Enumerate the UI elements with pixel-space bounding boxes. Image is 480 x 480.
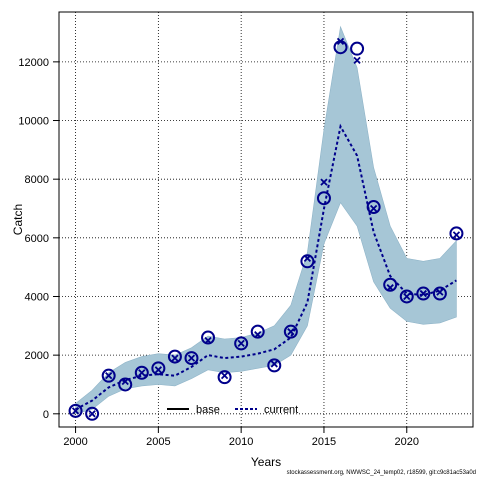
observed-point	[416, 286, 431, 301]
observed-point	[118, 377, 133, 392]
y-tick-label: 8000	[25, 174, 49, 186]
observed-point	[316, 191, 331, 206]
grid	[59, 12, 473, 427]
confidence-band-area	[75, 25, 457, 415]
y-tick-label: 0	[43, 409, 49, 421]
predicted-point	[154, 366, 162, 374]
y-tick-label: 10000	[18, 116, 49, 128]
predicted-point	[254, 330, 262, 339]
observed-point	[283, 324, 298, 339]
x-tick-label: 2000	[63, 436, 87, 448]
predicted-point	[171, 354, 179, 362]
observed-point	[167, 349, 182, 364]
observed-point	[184, 351, 199, 366]
observed-point	[68, 403, 83, 418]
legend-label-base: base	[196, 404, 220, 416]
predicted-points	[71, 37, 461, 418]
fitted-line	[75, 123, 457, 411]
predicted-point	[187, 354, 196, 362]
y-tick-label: 2000	[25, 350, 49, 362]
observed-point	[350, 41, 365, 56]
x-tick-label: 2015	[312, 436, 336, 448]
observed-point	[399, 289, 414, 304]
legend-label-current: current	[264, 404, 298, 416]
y-axis-title: Catch	[11, 204, 25, 235]
predicted-point	[204, 336, 212, 345]
predicted-point	[88, 410, 96, 418]
predicted-point	[320, 178, 328, 186]
observed-point	[217, 370, 232, 385]
predicted-point	[452, 231, 461, 239]
observed-point	[300, 254, 315, 269]
x-tick-label: 2020	[395, 436, 419, 448]
predicted-point	[105, 372, 113, 380]
predicted-point	[287, 328, 295, 336]
observed-point	[383, 277, 398, 292]
observed-point	[101, 368, 116, 383]
observed-point	[250, 324, 265, 339]
predicted-point	[370, 204, 378, 213]
predicted-point	[386, 284, 394, 292]
legend: base current	[167, 404, 298, 416]
predicted-point	[237, 339, 245, 348]
observed-point	[151, 361, 166, 376]
predicted-point	[436, 288, 444, 296]
plot-frame	[58, 11, 474, 428]
predicted-point	[270, 360, 278, 368]
y-axis: 0 2000 4000 6000 8000 10000 12000	[18, 57, 59, 421]
predicted-point	[138, 369, 146, 377]
observed-point	[85, 406, 100, 421]
x-tick-label: 2005	[146, 436, 170, 448]
footer-note: stockassessment.org, NWWSC_24_temp02, r1…	[286, 470, 476, 476]
observed-point	[234, 336, 249, 351]
predicted-point	[353, 56, 361, 65]
observed-point	[432, 286, 447, 301]
predicted-point	[419, 289, 427, 298]
observed-point	[267, 358, 282, 373]
y-tick-label: 12000	[18, 57, 49, 69]
observed-points	[68, 40, 464, 421]
confidence-band	[75, 25, 457, 415]
observed-point	[134, 365, 149, 380]
y-tick-label: 4000	[25, 291, 49, 303]
fitted-line-path	[75, 123, 457, 411]
observed-point	[201, 330, 216, 345]
x-tick-label: 2010	[229, 436, 253, 448]
observed-point	[449, 226, 464, 241]
predicted-point	[403, 292, 411, 301]
x-axis: 2000 2005 2010 2015 2020	[63, 427, 419, 448]
y-tick-label: 6000	[25, 233, 49, 245]
predicted-point	[220, 372, 229, 380]
predicted-point	[121, 377, 129, 386]
observed-point	[366, 200, 381, 215]
predicted-point	[336, 37, 345, 45]
predicted-point	[303, 254, 312, 262]
x-axis-title: Years	[251, 455, 281, 469]
predicted-point	[71, 407, 80, 415]
